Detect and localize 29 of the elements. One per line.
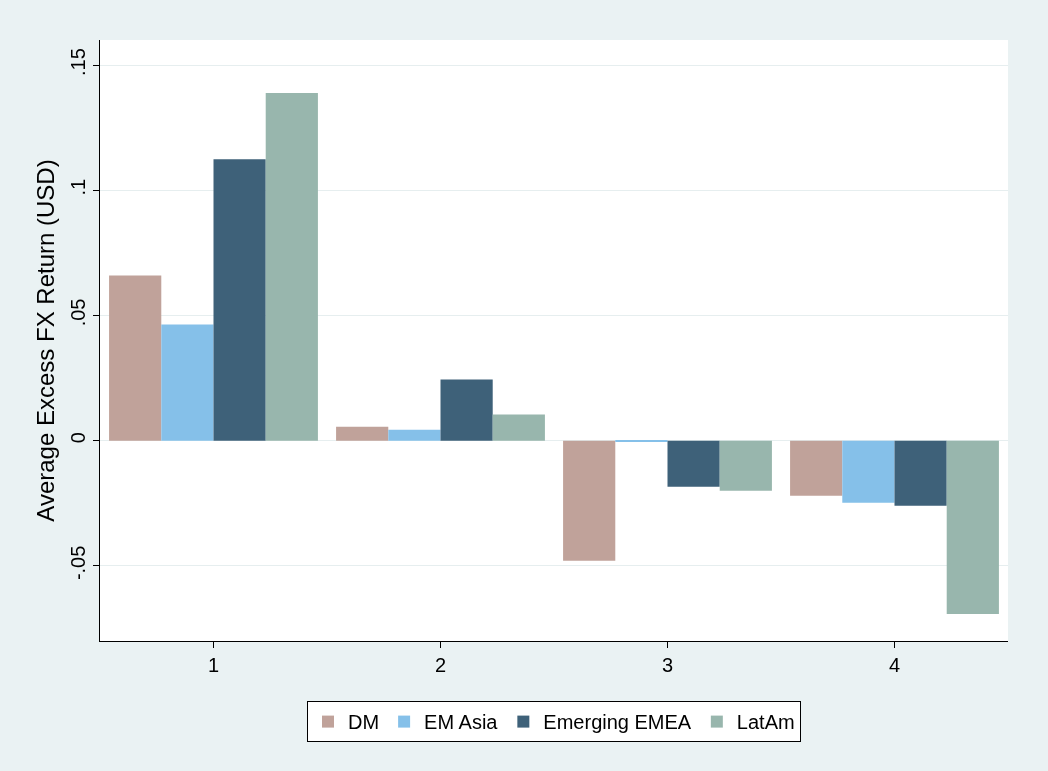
y-tick-label: .15 [67, 48, 89, 76]
y-tick-label: .1 [67, 178, 89, 196]
bar [563, 440, 616, 561]
y-tick-label: -.05 [67, 545, 89, 581]
legend-label: EM Asia [424, 711, 499, 734]
bar [946, 440, 999, 614]
bar [109, 275, 162, 441]
y-axis-title: Average Excess FX Return (USD) [32, 159, 60, 522]
bar [790, 440, 843, 496]
bar [388, 429, 441, 441]
legend-label: DM [348, 711, 380, 734]
bar [894, 440, 947, 506]
bar [842, 440, 895, 503]
bar [667, 440, 720, 487]
y-tick-label: 0 [67, 432, 89, 444]
legend-label: LatAm [736, 711, 795, 734]
y-tick-label: .05 [67, 298, 89, 327]
x-tick-label: 4 [888, 654, 901, 676]
bar [440, 379, 493, 441]
bar [161, 324, 214, 441]
x-tick-label: 2 [434, 654, 447, 676]
x-tick-label: 3 [661, 654, 674, 676]
bar [719, 440, 772, 491]
bar [213, 159, 266, 441]
legend-label: Emerging EMEA [543, 711, 692, 734]
bar [336, 426, 389, 441]
bar [492, 414, 545, 441]
bar [265, 93, 318, 441]
x-tick-label: 1 [207, 654, 220, 676]
